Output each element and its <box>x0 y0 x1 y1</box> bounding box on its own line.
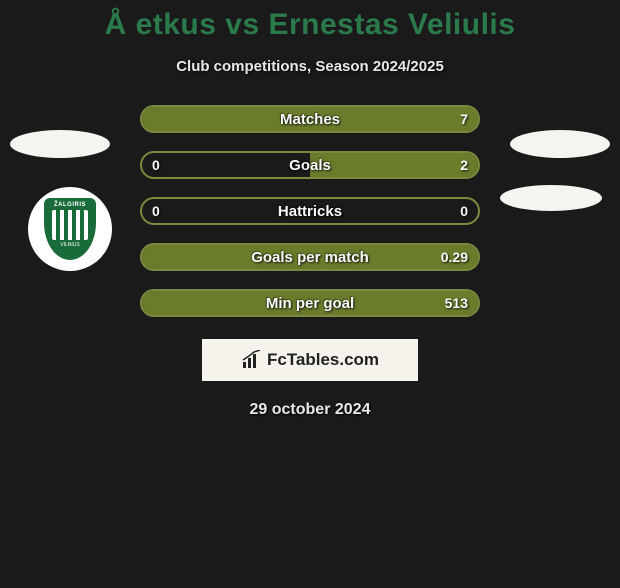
stat-value-right: 2 <box>460 157 468 173</box>
brand-banner[interactable]: FcTables.com <box>202 339 418 381</box>
stat-row: Matches 7 <box>140 105 480 133</box>
stat-label: Min per goal <box>266 295 354 312</box>
stat-row: Min per goal 513 <box>140 289 480 317</box>
stat-label: Hattricks <box>278 203 342 220</box>
stat-value-right: 7 <box>460 111 468 127</box>
club-badge-left: ŽALGIRIS VILNIUS <box>28 187 112 271</box>
stat-value-right: 0.29 <box>441 249 468 265</box>
stats-container: Matches 7 0 Goals 2 0 Hattricks 0 Goals per matc… <box>140 105 480 317</box>
stat-label: Goals <box>289 157 331 174</box>
stat-value-right: 0 <box>460 203 468 219</box>
stat-row: 0 Goals 2 <box>140 151 480 179</box>
stat-row: Goals per match 0.29 <box>140 243 480 271</box>
date-label: 29 october 2024 <box>0 401 620 419</box>
stat-value-left: 0 <box>152 157 160 173</box>
club-badge-right-placeholder <box>500 185 602 211</box>
shield-icon: ŽALGIRIS VILNIUS <box>44 198 96 260</box>
player-photo-right-placeholder <box>510 130 610 158</box>
stat-row: 0 Hattricks 0 <box>140 197 480 225</box>
stat-label: Goals per match <box>251 249 369 266</box>
brand-text: FcTables.com <box>267 350 379 370</box>
player-photo-left-placeholder <box>10 130 110 158</box>
stat-label: Matches <box>280 111 340 128</box>
chart-icon <box>241 350 263 370</box>
badge-bottom-text: VILNIUS <box>60 242 79 248</box>
badge-stripes <box>52 210 88 240</box>
subtitle: Club competitions, Season 2024/2025 <box>0 58 620 75</box>
stat-value-left: 0 <box>152 203 160 219</box>
page-title: Å etkus vs Ernestas Veliulis <box>0 8 620 42</box>
badge-top-text: ŽALGIRIS <box>54 202 86 208</box>
stat-fill <box>310 153 478 177</box>
stat-value-right: 513 <box>445 295 468 311</box>
